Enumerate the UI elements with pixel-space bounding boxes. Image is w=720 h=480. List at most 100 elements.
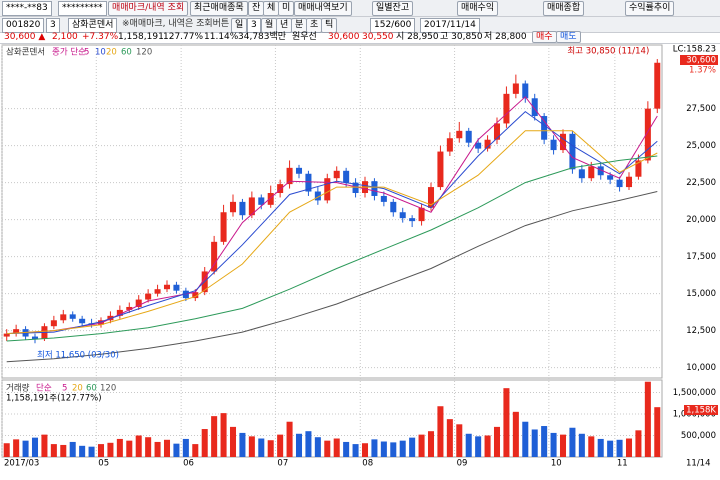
candle-body xyxy=(97,320,105,325)
legend-entry: 10 xyxy=(95,48,106,58)
candle-body xyxy=(588,166,595,179)
candle-body xyxy=(427,187,435,208)
quote: 저 28,800 xyxy=(484,32,527,42)
candle-body xyxy=(569,133,576,170)
quote: 127.77% xyxy=(163,32,204,42)
candle-body xyxy=(333,170,340,179)
period-button[interactable]: 분 xyxy=(291,18,308,33)
name-field[interactable]: 삼화콘덴서 xyxy=(68,18,118,33)
candle-body xyxy=(220,212,227,242)
candle-body xyxy=(60,314,67,321)
volume-bar xyxy=(352,444,359,457)
annotation: 최저 11,650 (03/30) xyxy=(37,350,119,361)
annotation: 최고 30,850 (11/14) xyxy=(567,46,649,57)
sell-button[interactable]: 매도 xyxy=(556,31,581,43)
volume-bar xyxy=(324,440,331,457)
candle-body xyxy=(418,207,425,222)
volume-bar xyxy=(654,407,661,457)
candle-body xyxy=(126,306,133,310)
legend-entry: 5 xyxy=(62,384,67,394)
volume-bar xyxy=(475,436,482,457)
volume-bar xyxy=(465,433,472,457)
candle-body xyxy=(531,98,538,117)
last-badge xyxy=(680,55,718,65)
legend-entry: 5 xyxy=(84,48,89,58)
button[interactable]: 미 xyxy=(278,1,295,16)
date-field[interactable]: 2017/11/14 xyxy=(420,18,480,33)
volume-bar xyxy=(314,437,321,457)
account-field[interactable]: ****-**83 xyxy=(2,1,52,16)
volume-bar xyxy=(107,442,114,457)
toolbar: ****-**83 ********* 매매마크/내역 조회 최근매매종목 잔 … xyxy=(0,0,720,17)
x-end-label: 11/14 xyxy=(686,459,711,469)
candle-body xyxy=(644,108,651,161)
candle-body xyxy=(541,116,548,140)
candle-body xyxy=(343,170,350,183)
y-tick-label: 17,500 xyxy=(686,252,716,262)
ma-line xyxy=(6,96,658,335)
button[interactable]: 매매마크/내역 조회 xyxy=(108,1,189,16)
candle-body xyxy=(625,176,633,188)
chart: 10,000 12,500 15,000 17,500 20,000 22,500 25,0… xyxy=(1,44,718,469)
volume-bar xyxy=(88,446,95,457)
buy-button[interactable]: 매수 xyxy=(532,31,557,43)
volume-bar xyxy=(79,445,86,457)
candle-body xyxy=(3,333,10,337)
candle-body xyxy=(607,175,614,180)
quote: 2,100 xyxy=(52,32,78,42)
button[interactable]: 수익률추이 xyxy=(625,1,675,16)
volume-bar xyxy=(97,444,105,457)
tick-count[interactable]: 3 xyxy=(247,18,261,33)
volume-bar xyxy=(173,443,180,457)
candle-body xyxy=(352,182,359,193)
volume-bar xyxy=(512,411,519,457)
volume-bar xyxy=(60,444,67,457)
candle-body xyxy=(475,142,482,149)
y-tick-label: 27,500 xyxy=(686,104,716,114)
candle-body xyxy=(371,181,378,196)
panel-title: 삼화콘덴서 xyxy=(6,47,45,58)
button[interactable]: 매매수익 xyxy=(457,1,499,16)
x-tick-label: 05 xyxy=(98,459,109,469)
candle-body xyxy=(390,201,397,213)
candle-body xyxy=(286,167,293,185)
volume-bar xyxy=(607,440,614,457)
button[interactable]: 일별잔고 xyxy=(372,1,414,16)
candle-body xyxy=(211,241,218,272)
candle-body xyxy=(163,284,171,290)
button[interactable]: 매매종합 xyxy=(543,1,585,16)
candle-body xyxy=(446,138,453,152)
candle-body xyxy=(173,284,180,291)
period-button[interactable]: 일 xyxy=(231,18,248,33)
button[interactable]: 체 xyxy=(263,1,280,16)
last-label: 1,158K xyxy=(686,406,716,416)
x-tick-label: 2017/03 xyxy=(4,459,39,469)
candle-body xyxy=(616,179,623,188)
last-label: 30,600 xyxy=(686,56,716,66)
password-field[interactable]: ********* xyxy=(58,1,107,16)
volume-bar xyxy=(446,419,453,457)
candle-body xyxy=(116,309,123,316)
button[interactable]: 잔 xyxy=(248,1,265,16)
candle-body xyxy=(493,123,501,140)
candle-body xyxy=(145,293,152,300)
volume-bar xyxy=(50,444,57,457)
range-field[interactable]: 152/600 xyxy=(370,18,416,33)
volume-bar xyxy=(31,437,39,457)
period-button[interactable]: 틱 xyxy=(321,18,338,33)
volume-bar xyxy=(531,429,538,457)
candle-body xyxy=(437,151,444,188)
volume-bar xyxy=(437,406,444,457)
quote: 34,783백만 xyxy=(238,32,287,42)
volume-bar xyxy=(625,438,633,457)
button[interactable]: 최근매매종목 xyxy=(190,1,248,16)
volume-bar xyxy=(201,429,208,457)
volume-bar xyxy=(295,433,303,457)
candle-body xyxy=(522,83,529,99)
code-field[interactable]: 001820 xyxy=(2,18,45,33)
count-field[interactable]: 3 xyxy=(46,18,60,33)
button[interactable]: 매매내역보기 xyxy=(294,1,352,16)
candle-body xyxy=(380,195,387,202)
legend-entry: 120 xyxy=(136,48,152,58)
volume-frame xyxy=(1,379,663,458)
